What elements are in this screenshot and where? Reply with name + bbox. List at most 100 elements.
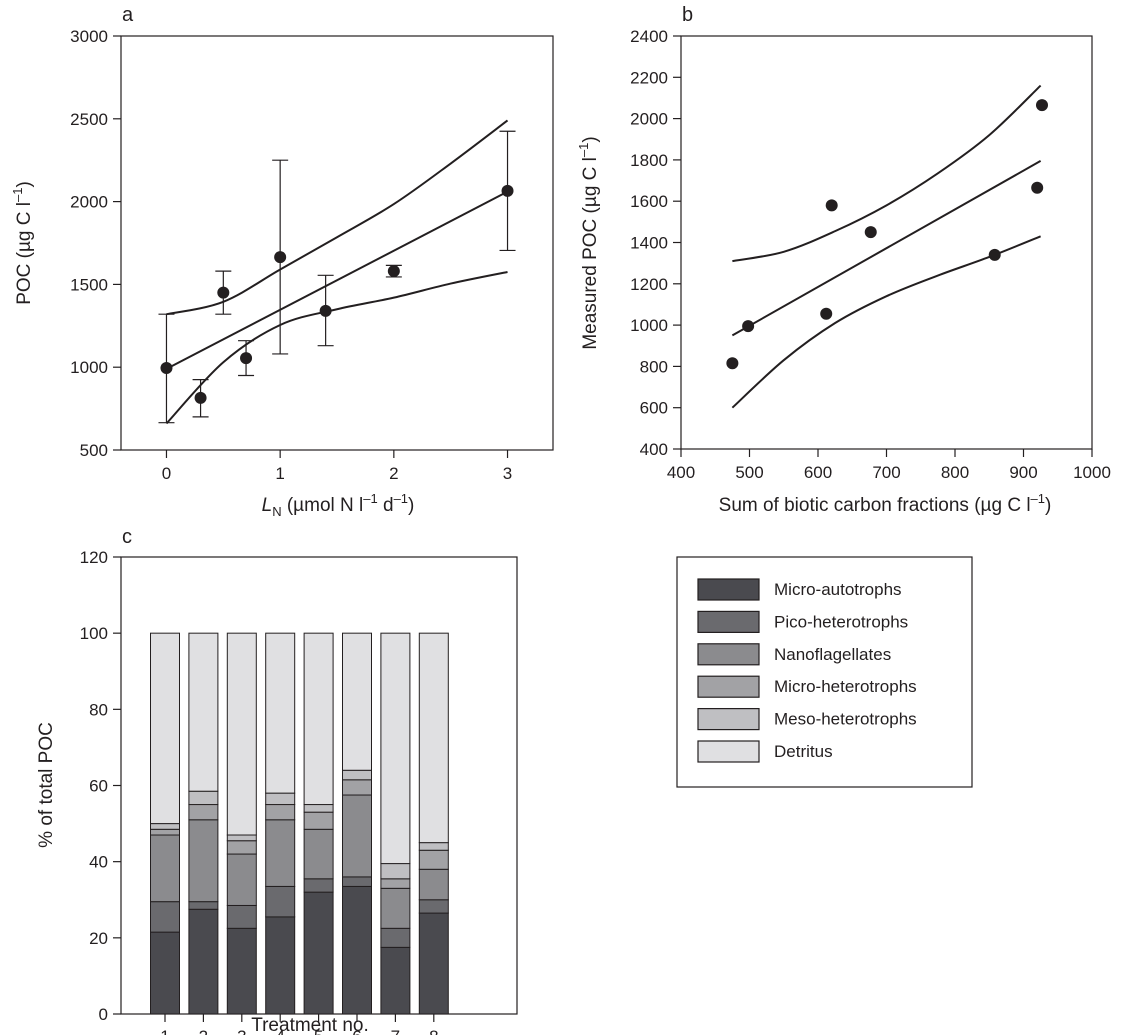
panel-a-plot-frame	[120, 35, 554, 451]
panel-c-bar-segment	[303, 878, 334, 893]
legend-swatch	[697, 578, 760, 601]
legend-items: Micro-autotrophs Pico-heterotrophs Nanofla…	[697, 578, 917, 763]
panel-a-ytick-label: 2000	[70, 193, 108, 212]
panel-b-x-label-main: Sum of biotic carbon fractions (µg C l	[719, 495, 1031, 516]
panel-b-data-point	[726, 357, 739, 370]
panel-c-bar-segment	[226, 853, 257, 906]
panel-c-ytick-label: 0	[99, 1005, 108, 1024]
panel-b-data-point	[820, 307, 833, 320]
panel-c-bar-segment	[188, 901, 219, 910]
panel-b-xtick-label: 500	[735, 463, 763, 482]
panel-c-ytick-label: 100	[80, 624, 108, 643]
panel-c-bar-segment	[418, 899, 449, 914]
legend-label: Detritus	[774, 742, 833, 761]
panel-a-ytick-label: 1000	[70, 358, 108, 377]
panel-b-x-axis-label: Sum of biotic carbon fractions (µg C l–1…	[719, 491, 1052, 516]
panel-c-bar-segment	[342, 779, 372, 796]
panel-c-bar-segment	[188, 908, 219, 1015]
panel-c-bar-segment	[418, 632, 449, 844]
panel-c-bar-segment	[303, 804, 334, 813]
panel-c-ytick-label: 20	[89, 929, 108, 948]
panel-c-bar-segment	[226, 927, 257, 1015]
panel-b-ytick-label: 2000	[630, 110, 668, 129]
panel-c-xtick-label: 4	[275, 1027, 284, 1035]
panel-b-letter: b	[682, 4, 693, 26]
panel-b-xtick-label: 900	[1009, 463, 1037, 482]
legend-label: Meso-heterotrophs	[774, 710, 917, 729]
panel-a-x-label-rest: (µmol N l	[282, 495, 364, 516]
panel-b-x-axis: 400 500 600 700 800 900 1000	[667, 449, 1111, 482]
panel-a-lower-line	[165, 271, 508, 425]
panel-a-xtick-label: 2	[389, 464, 398, 483]
panel-c-bar-segment	[303, 811, 334, 830]
panel-a-x-label-end: )	[408, 495, 414, 516]
panel-a-data-point	[319, 304, 332, 317]
panel-c-x-axis-label: Treatment no.	[251, 1015, 369, 1035]
panel-c-bar-segment	[380, 946, 411, 1015]
panel-a-x-label-sub: N	[272, 504, 281, 519]
panel-c-bar-segment	[265, 632, 296, 794]
legend-swatch	[697, 675, 760, 698]
panel-c-bar-segment	[188, 790, 219, 806]
panel-b-data-point	[1031, 181, 1044, 194]
panel-c-bar-segment	[265, 916, 296, 1015]
panel-a-ytick-label: 2500	[70, 110, 108, 129]
panel-c-bar-segment	[150, 823, 180, 830]
panel-c-ytick-label: 80	[89, 700, 108, 719]
legend-label: Micro-autotrophs	[774, 580, 902, 599]
panel-c-bar-segment	[265, 804, 296, 821]
panel-a-data-point	[501, 184, 514, 197]
panel-a-y-label-main: POC (µg C l	[14, 202, 35, 305]
panel-c-xtick-label: 2	[199, 1027, 208, 1035]
panel-b-xtick-label: 600	[804, 463, 832, 482]
panel-b-ytick-label: 1800	[630, 151, 668, 170]
panel-a-data-point	[240, 352, 253, 365]
panel-a-y-axis-label: POC (µg C l–1)	[10, 181, 35, 305]
panel-c-bar-segment	[342, 885, 372, 1015]
panel-c-bar-segment	[380, 887, 411, 929]
panel-b-xtick-label: 1000	[1073, 463, 1111, 482]
panel-c-bar-segment	[303, 632, 334, 806]
panel-b-y-label-main: Measured POC (µg C l	[580, 157, 601, 350]
panel-b-lower-line	[731, 235, 1042, 409]
panel-b-data-points	[726, 99, 1048, 370]
panel-a-data-point	[274, 251, 287, 264]
panel-b-data-point	[864, 226, 877, 239]
panel-c-ytick-label: 40	[89, 853, 108, 872]
panel-b-regression-lines	[731, 84, 1042, 409]
panel-c-bar-segment	[380, 927, 411, 948]
panel-c-stacked-bars	[150, 632, 449, 1015]
panel-a: a 500 1000 1500 2000 2500 3000 0 1 2 3 POC (µg C…	[10, 4, 554, 519]
panel-a-fit-line	[166, 190, 508, 370]
panel-c-bar-segment	[150, 931, 180, 1015]
panel-c-xtick-label: 6	[352, 1027, 361, 1035]
panel-b-data-point	[825, 199, 838, 212]
panel-c-bar-segment	[150, 828, 180, 836]
panel-b-ytick-label: 1400	[630, 234, 668, 253]
panel-b-ytick-label: 1200	[630, 275, 668, 294]
panel-c-bar-segment	[150, 632, 180, 825]
panel-c-xtick-label: 8	[429, 1027, 438, 1035]
panel-a-x-label-mid: d	[378, 495, 394, 516]
panel-c-bar-segment	[226, 904, 257, 929]
panel-c-bar-segment	[226, 632, 257, 836]
legend-swatch	[697, 740, 760, 763]
panel-c-xtick-label: 7	[391, 1027, 400, 1035]
panel-b-xtick-label: 700	[872, 463, 900, 482]
panel-b-ytick-label: 2400	[630, 27, 668, 46]
legend-label: Pico-heterotrophs	[774, 612, 908, 631]
panel-b-data-point	[1035, 99, 1048, 112]
panel-c-xtick-label: 5	[314, 1027, 323, 1035]
panel-a-xtick-label: 0	[162, 464, 171, 483]
panel-b-data-point	[988, 248, 1001, 261]
panel-a-letter: a	[122, 4, 134, 26]
panel-b-ytick-label: 600	[640, 399, 668, 418]
panel-a-data-point	[194, 391, 207, 404]
panel-b-data-point	[742, 320, 755, 333]
panel-a-ytick-label: 3000	[70, 27, 108, 46]
panel-b-y-axis: 400 600 800 1000 1200 1400 1600 1800 2000 2200 240…	[630, 27, 681, 459]
legend-swatch	[697, 610, 760, 634]
panel-c-bar-segment	[150, 901, 180, 933]
panel-a-data-point	[160, 362, 173, 375]
panel-c-bar-segment	[150, 834, 180, 903]
